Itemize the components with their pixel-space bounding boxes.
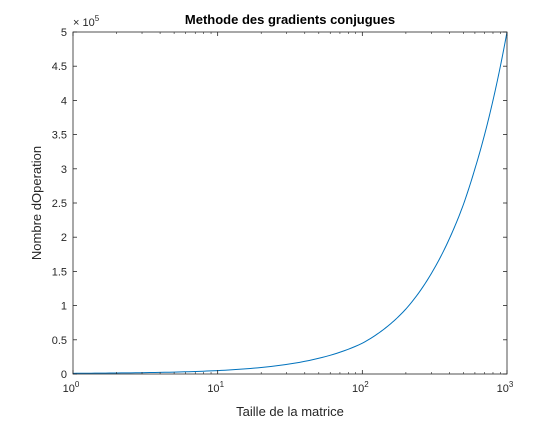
- x-tick-label: 103: [497, 380, 514, 395]
- series-line-0: [72, 31, 508, 374]
- y-tick-label: 2: [61, 232, 67, 244]
- series-layer: [72, 31, 508, 374]
- y-exponent-power: 5: [95, 14, 100, 23]
- x-tick-label-base: 10: [63, 383, 75, 395]
- y-tick-label: 1: [61, 301, 67, 313]
- x-tick-label-exponent: 2: [364, 380, 369, 389]
- y-exponent-base: × 10: [73, 17, 95, 29]
- x-tick-label-base: 10: [207, 383, 219, 395]
- y-tick-label: 1.5: [52, 266, 67, 278]
- y-tick-label: 3: [61, 164, 67, 176]
- y-tick-label: 0.5: [52, 335, 67, 347]
- y-tick-label: 5: [61, 27, 67, 39]
- y-tick-label: 4: [61, 95, 67, 107]
- x-tick-label: 101: [207, 380, 224, 395]
- x-tick-label-exponent: 3: [509, 380, 514, 389]
- x-tick-label-base: 10: [352, 383, 364, 395]
- y-tick-label: 2.5: [52, 198, 67, 210]
- y-tick-label: 0: [61, 369, 67, 381]
- x-tick-label-base: 10: [497, 383, 509, 395]
- plot-area: [73, 32, 507, 374]
- x-tick-label: 102: [352, 380, 369, 395]
- y-axis-label: Nombre dOperation: [29, 146, 44, 260]
- x-tick-label-exponent: 0: [75, 380, 80, 389]
- x-tick-label-exponent: 1: [220, 380, 225, 389]
- x-tick-label: 100: [63, 380, 80, 395]
- y-tick-label: 4.5: [52, 61, 67, 73]
- chart-title: Methode des gradients conjugues: [185, 12, 395, 27]
- x-axis-label: Taille de la matrice: [236, 404, 344, 419]
- y-tick-label: 3.5: [52, 130, 67, 142]
- y-exponent-label: × 105: [73, 14, 100, 29]
